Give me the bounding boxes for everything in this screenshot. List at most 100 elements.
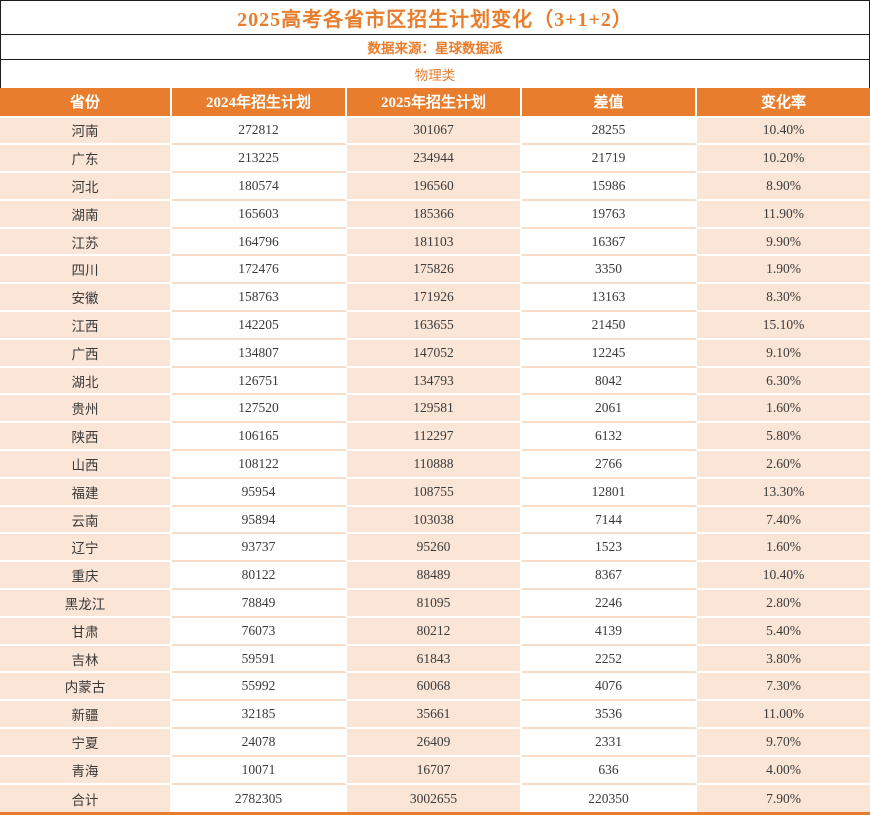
value-cell: 7.40% <box>697 506 870 535</box>
category-label: 物理类 <box>414 67 456 83</box>
value-cell: 158763 <box>172 284 347 313</box>
title-section: 2025高考各省市区招生计划变化（3+1+2） 数据来源：星球数据派 物理类 <box>0 0 870 88</box>
province-cell: 江苏 <box>0 228 172 257</box>
value-cell: 15.10% <box>697 312 870 340</box>
value-cell: 76073 <box>172 617 347 646</box>
value-cell: 4076 <box>522 673 697 702</box>
province-cell: 四川 <box>0 256 172 285</box>
table-row: 云南 95894 103038 7144 7.40% <box>0 506 870 535</box>
value-cell: 10.20% <box>697 145 870 174</box>
province-cell: 河北 <box>0 173 172 201</box>
value-cell: 4.00% <box>697 756 870 785</box>
value-cell: 110888 <box>347 451 522 479</box>
value-cell: 2766 <box>522 451 697 479</box>
value-cell: 88489 <box>347 562 522 591</box>
value-cell: 1523 <box>522 534 697 563</box>
table-row: 贵州 127520 129581 2061 1.60% <box>0 395 870 424</box>
value-cell: 2061 <box>522 395 697 424</box>
value-cell: 163655 <box>347 312 522 340</box>
data-source-label: 数据来源：星球数据派 <box>1 35 869 60</box>
table-row: 新疆 32185 35661 3536 11.00% <box>0 701 870 730</box>
value-cell: 108122 <box>172 451 347 479</box>
value-cell: 19763 <box>522 200 697 229</box>
province-cell: 内蒙古 <box>0 673 172 702</box>
header-cell-4: 变化率 <box>697 88 870 118</box>
province-cell: 重庆 <box>0 562 172 591</box>
province-cell: 江西 <box>0 312 172 340</box>
value-cell: 9.70% <box>697 729 870 757</box>
value-cell: 220350 <box>522 784 697 813</box>
table-row: 重庆 80122 88489 8367 10.40% <box>0 562 870 591</box>
value-cell: 3.80% <box>697 645 870 674</box>
province-cell: 广东 <box>0 145 172 174</box>
value-cell: 26409 <box>347 729 522 757</box>
value-cell: 11.00% <box>697 701 870 730</box>
table-row: 广西 134807 147052 12245 9.10% <box>0 339 870 368</box>
value-cell: 106165 <box>172 423 347 452</box>
province-cell: 湖北 <box>0 367 172 396</box>
province-cell: 河南 <box>0 117 172 146</box>
value-cell: 134793 <box>347 367 522 396</box>
value-cell: 93737 <box>172 534 347 563</box>
province-cell: 吉林 <box>0 645 172 674</box>
value-cell: 3002655 <box>347 784 522 813</box>
province-cell: 云南 <box>0 506 172 535</box>
value-cell: 21450 <box>522 312 697 340</box>
value-cell: 2252 <box>522 645 697 674</box>
value-cell: 10071 <box>172 756 347 785</box>
value-cell: 9.10% <box>697 339 870 368</box>
table-row: 辽宁 93737 95260 1523 1.60% <box>0 534 870 563</box>
value-cell: 12245 <box>522 339 697 368</box>
header-cell-0: 省份 <box>0 87 172 118</box>
table-row: 陕西 106165 112297 6132 5.80% <box>0 423 870 452</box>
value-cell: 129581 <box>347 395 522 424</box>
value-cell: 108755 <box>347 478 522 507</box>
table-row: 河北 180574 196560 15986 8.90% <box>0 173 870 201</box>
value-cell: 35661 <box>347 701 522 730</box>
value-cell: 301067 <box>347 117 522 146</box>
value-cell: 3350 <box>522 256 697 285</box>
value-cell: 28255 <box>522 117 697 146</box>
value-cell: 272812 <box>172 117 347 146</box>
value-cell: 147052 <box>347 339 522 368</box>
value-cell: 80212 <box>347 617 522 646</box>
value-cell: 95954 <box>172 478 347 507</box>
province-cell: 青海 <box>0 756 172 785</box>
province-cell: 辽宁 <box>0 534 172 563</box>
value-cell: 59591 <box>172 645 347 674</box>
table-row: 宁夏 24078 26409 2331 9.70% <box>0 729 870 757</box>
value-cell: 3536 <box>522 701 697 730</box>
value-cell: 181103 <box>347 228 522 257</box>
value-cell: 2.60% <box>697 451 870 479</box>
value-cell: 636 <box>522 756 697 785</box>
table-row: 江苏 164796 181103 16367 9.90% <box>0 228 870 257</box>
value-cell: 10.40% <box>697 562 870 591</box>
value-cell: 134807 <box>172 339 347 368</box>
value-cell: 4139 <box>522 617 697 646</box>
value-cell: 6132 <box>522 423 697 452</box>
province-cell: 宁夏 <box>0 729 172 757</box>
table-row: 山西 108122 110888 2766 2.60% <box>0 451 870 479</box>
table-row: 安徽 158763 171926 13163 8.30% <box>0 284 870 313</box>
table-row: 河南 272812 301067 28255 10.40% <box>0 117 870 146</box>
header-cell-3: 差值 <box>522 87 697 118</box>
header-cell-1: 2024年招生计划 <box>172 87 347 118</box>
value-cell: 9.90% <box>697 228 870 257</box>
value-cell: 8042 <box>522 367 697 396</box>
table-row: 甘肃 76073 80212 4139 5.40% <box>0 617 870 646</box>
province-cell: 安徽 <box>0 284 172 313</box>
value-cell: 32185 <box>172 701 347 730</box>
value-cell: 127520 <box>172 395 347 424</box>
table-row: 湖南 165603 185366 19763 11.90% <box>0 200 870 229</box>
value-cell: 8.90% <box>697 173 870 201</box>
province-cell: 合计 <box>0 784 172 813</box>
table-row: 青海 10071 16707 636 4.00% <box>0 756 870 785</box>
value-cell: 2.80% <box>697 590 870 618</box>
province-cell: 黑龙江 <box>0 590 172 618</box>
value-cell: 78849 <box>172 590 347 618</box>
value-cell: 112297 <box>347 423 522 452</box>
value-cell: 172476 <box>172 256 347 285</box>
province-cell: 甘肃 <box>0 617 172 646</box>
value-cell: 13.30% <box>697 478 870 507</box>
